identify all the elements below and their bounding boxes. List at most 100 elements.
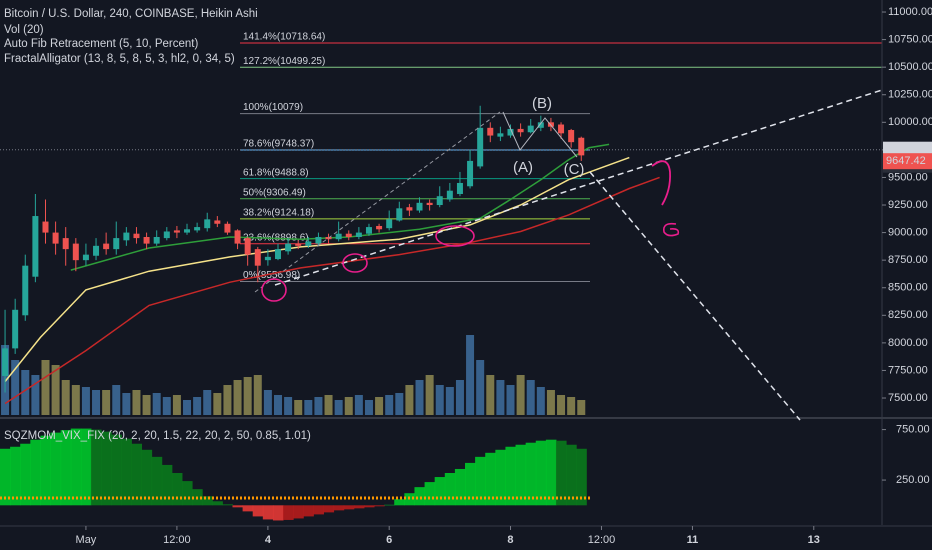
volume-bar	[334, 400, 343, 415]
momentum-area	[242, 505, 254, 512]
momentum-area	[465, 462, 476, 506]
volume-bar	[455, 380, 464, 415]
momentum-area	[313, 505, 324, 515]
x-tick-label: 11	[687, 534, 699, 546]
volume-bar	[294, 400, 303, 415]
volume-bar	[546, 390, 555, 415]
y-tick-label: 7500.00	[888, 392, 928, 404]
momentum-area	[535, 440, 547, 506]
candle-body	[537, 122, 544, 128]
momentum-area	[30, 439, 41, 506]
volume-bar	[364, 400, 373, 415]
candle-body	[133, 233, 140, 239]
volume-bar	[132, 390, 141, 415]
chart-title: Bitcoin / U.S. Dollar, 240, COINBASE, He…	[4, 8, 258, 20]
momentum-area	[60, 430, 72, 506]
circle-mark	[342, 253, 368, 273]
candle-body	[12, 309, 19, 349]
candle-body	[507, 128, 514, 136]
momentum-area	[505, 446, 517, 506]
candle-body	[497, 133, 504, 137]
x-tick-label: May	[76, 534, 97, 546]
volume-bar	[284, 397, 293, 415]
candle-body	[2, 348, 9, 376]
candle-body	[244, 238, 251, 255]
x-tick-label: 4	[265, 534, 272, 546]
momentum-area	[70, 428, 82, 506]
volume-bar	[152, 393, 161, 415]
candle-body	[143, 237, 150, 244]
candle-body	[456, 182, 463, 194]
momentum-area	[353, 505, 365, 509]
volume-bar	[92, 390, 101, 415]
volume-bar	[567, 397, 576, 415]
trend-line	[589, 171, 801, 421]
y-tick-label: 750.00	[896, 423, 930, 435]
y-tick-label: 11000.00	[888, 6, 932, 18]
momentum-area	[343, 505, 355, 510]
candle-body	[578, 137, 585, 156]
candle-body	[123, 232, 130, 241]
candle-body	[446, 190, 453, 200]
candle-body	[194, 227, 201, 231]
circle-mark	[435, 225, 475, 247]
candle-body	[264, 256, 271, 261]
volume-bar	[344, 397, 353, 415]
momentum-area	[40, 435, 52, 506]
price-tag	[883, 153, 932, 170]
candle-body	[274, 249, 281, 260]
volume-bar	[41, 360, 50, 415]
momentum-area	[515, 444, 527, 506]
candle-body	[386, 219, 393, 229]
alligator-line	[70, 143, 610, 271]
momentum-area	[161, 464, 173, 506]
volume-bar	[516, 375, 525, 415]
trend-line	[274, 89, 883, 286]
candle-body	[436, 196, 443, 206]
momentum-area	[394, 499, 405, 506]
momentum-area	[272, 505, 284, 521]
y-tick-label: 8000.00	[888, 337, 928, 349]
momentum-area	[333, 505, 345, 511]
volume-bar	[243, 377, 252, 415]
volume-bar	[223, 385, 232, 415]
volume-bar	[425, 375, 434, 415]
trend-line	[254, 111, 501, 293]
volume-bar	[405, 385, 414, 415]
momentum-area	[485, 452, 496, 506]
volume-bar	[21, 370, 30, 415]
candle-body	[477, 127, 484, 167]
momentum-area	[576, 448, 587, 506]
volume-bar	[183, 400, 192, 415]
candle-body	[52, 232, 59, 244]
volume-bar	[233, 380, 242, 415]
momentum-area	[283, 505, 294, 520]
momentum-area	[434, 477, 446, 506]
price-tag-label: 9647.42	[886, 155, 926, 167]
candle-body	[214, 220, 221, 224]
volume-bar	[162, 397, 171, 415]
wave-label: (A)	[513, 159, 533, 176]
volume-bar	[385, 395, 394, 415]
candle-body	[82, 254, 89, 261]
volume-bar	[193, 397, 202, 415]
y-tick-label: 10750.00	[888, 33, 932, 45]
volume-bar	[375, 397, 384, 415]
volume-bar	[71, 385, 80, 415]
y-tick-label: 7750.00	[888, 364, 928, 376]
momentum-area	[10, 446, 21, 506]
price-tag-label: 9751.66	[886, 144, 926, 156]
drawings	[254, 89, 883, 421]
momentum-area	[222, 504, 234, 506]
momentum-area	[90, 429, 102, 506]
momentum-area	[566, 444, 577, 506]
momentum-area	[303, 505, 314, 517]
candle-body	[184, 229, 191, 233]
candle-body	[42, 221, 49, 233]
volume-bar	[324, 395, 333, 415]
volume-bar	[476, 360, 485, 415]
fib-label: 127.2%(10499.25)	[243, 56, 325, 67]
momentum-area	[181, 481, 193, 506]
candle-body	[32, 216, 39, 277]
candle-body	[558, 124, 565, 134]
